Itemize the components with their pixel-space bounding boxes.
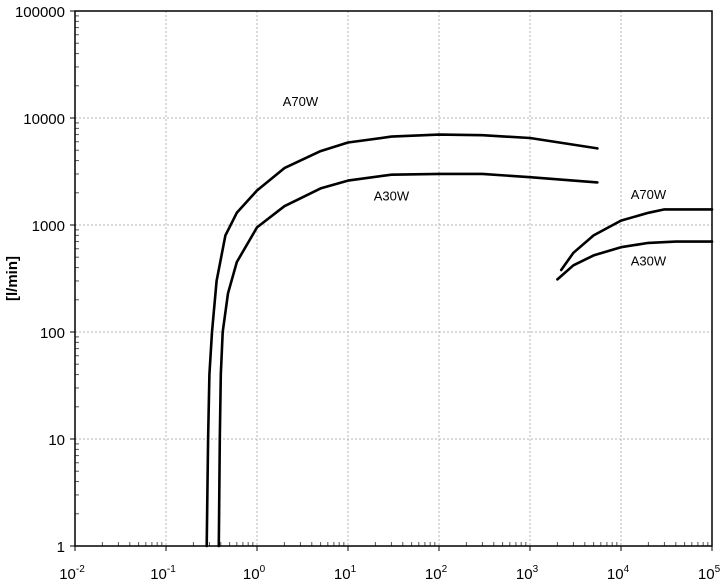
- y-tick-label: 1000: [32, 218, 65, 235]
- y-tick-label: 100: [40, 325, 65, 342]
- series-label-a30w: A30W: [374, 188, 410, 203]
- x-tick-label: 100: [243, 564, 266, 583]
- y-tick-label: 10000: [23, 111, 65, 128]
- series-label-a30w: A30W: [631, 253, 667, 268]
- series-line-a30w-1: [217, 172, 599, 548]
- x-tick-label: 104: [607, 564, 630, 583]
- series-label-a70w: A70W: [631, 187, 667, 202]
- series-label-a70w: A70W: [283, 94, 319, 109]
- series-line-a30w-3: [556, 240, 714, 281]
- y-tick-label: 10: [48, 432, 65, 449]
- y-axis-ticks: 1 10 100 1000 10000 100000: [15, 4, 75, 556]
- x-tick-label: 102: [425, 564, 448, 583]
- y-tick-label: 100000: [15, 4, 65, 21]
- x-tick-label: 10-2: [59, 564, 85, 583]
- grid: [74, 10, 713, 547]
- y-axis-label: [l/min]: [4, 256, 21, 301]
- curves: [205, 133, 714, 548]
- x-tick-label: 10-1: [150, 564, 176, 583]
- plot-frame: [74, 10, 713, 547]
- series-line-a70w-2: [559, 208, 714, 272]
- y-tick-label: 1: [57, 539, 65, 556]
- series-line-a70w-0: [205, 133, 599, 548]
- x-tick-label: 101: [334, 564, 357, 583]
- x-tick-label: 105: [698, 564, 721, 583]
- x-tick-label: 103: [516, 564, 539, 583]
- x-axis-ticks: 10-2 10-1 100 101 102 103 104 105: [59, 546, 721, 583]
- series-labels: A70W A30W A70W A30W: [283, 94, 667, 269]
